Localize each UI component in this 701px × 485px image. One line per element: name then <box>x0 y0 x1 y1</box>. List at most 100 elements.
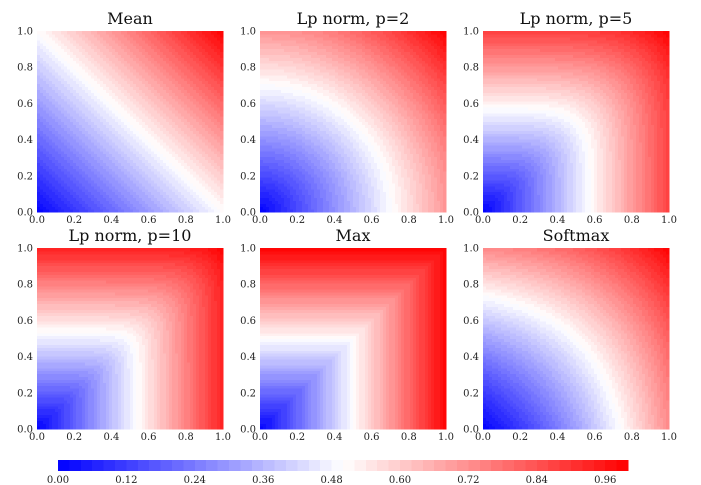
heatmap-cell <box>79 185 83 190</box>
heatmap-cell <box>133 156 137 161</box>
heatmap-cell <box>142 209 146 213</box>
heatmap-cell <box>91 182 95 187</box>
heatmap-cell <box>121 209 125 213</box>
heatmap-cell <box>172 203 176 207</box>
heatmap-cell <box>82 185 86 190</box>
heatmap-cell <box>127 147 131 152</box>
heatmap-cell <box>211 182 215 187</box>
heatmap-cell <box>70 147 74 152</box>
heatmap-cell <box>193 209 197 213</box>
heatmap-cell <box>220 165 224 169</box>
heatmap-cell <box>181 156 185 161</box>
heatmap-cell <box>85 150 89 155</box>
heatmap-cell <box>133 162 137 166</box>
heatmap-cell <box>55 188 59 193</box>
heatmap-cell <box>43 150 47 155</box>
heatmap-cell <box>172 162 176 166</box>
heatmap-cell <box>103 156 107 161</box>
heatmap-cell <box>85 188 89 193</box>
heatmap-cell <box>64 194 68 198</box>
heatmap-cell <box>184 174 188 178</box>
heatmap-cell <box>118 194 122 198</box>
heatmap-cell <box>76 203 80 207</box>
heatmap-cell <box>202 203 206 207</box>
heatmap-cell <box>109 165 113 169</box>
heatmap-cell <box>97 168 101 172</box>
heatmap-cell <box>88 179 92 184</box>
heatmap-cell <box>169 165 173 169</box>
heatmap-cell <box>202 179 206 184</box>
heatmap-cell <box>52 206 56 210</box>
heatmap-cell <box>208 194 212 198</box>
heatmap-cell <box>196 197 200 201</box>
heatmap-cell <box>133 159 137 163</box>
heatmap-cell <box>220 174 224 178</box>
heatmap-cell <box>109 206 113 210</box>
heatmap-cell <box>190 162 194 166</box>
heatmap-cell <box>79 191 83 196</box>
heatmap-cell <box>154 197 158 201</box>
heatmap-cell <box>49 197 53 201</box>
heatmap-cell <box>124 206 128 210</box>
heatmap-cell <box>94 156 98 161</box>
heatmap-cell <box>49 206 53 210</box>
heatmap-cell <box>160 168 164 172</box>
heatmap-cell <box>115 162 119 166</box>
heatmap-cell <box>205 209 209 213</box>
heatmap-cell <box>205 197 209 201</box>
heatmap-cell <box>118 150 122 155</box>
heatmap-cell <box>88 165 92 169</box>
heatmap-cell <box>118 179 122 184</box>
heatmap-cell <box>139 159 143 163</box>
heatmap-cell <box>124 197 128 201</box>
heatmap-cell <box>151 206 155 210</box>
heatmap-cell <box>37 174 41 178</box>
heatmap-cell <box>76 168 80 172</box>
heatmap-cell <box>208 185 212 190</box>
heatmap-cell <box>76 150 80 155</box>
heatmap-cell <box>157 197 161 201</box>
heatmap-cell <box>97 206 101 210</box>
heatmap-cell <box>91 171 95 175</box>
heatmap-cell <box>70 162 74 166</box>
heatmap-cell <box>193 153 197 158</box>
heatmap-cell <box>196 209 200 213</box>
heatmap-cell <box>199 150 203 155</box>
heatmap-cell <box>148 188 152 193</box>
heatmap-cell <box>40 191 44 196</box>
heatmap-cell <box>52 174 56 178</box>
heatmap-cell <box>154 209 158 213</box>
heatmap-cell <box>175 188 179 193</box>
heatmap-cell <box>157 162 161 166</box>
heatmap-cell <box>208 174 212 178</box>
heatmap-cell <box>64 165 68 169</box>
heatmap-cell <box>136 206 140 210</box>
heatmap-cell <box>94 179 98 184</box>
heatmap-cell <box>199 174 203 178</box>
heatmap-cell <box>148 156 152 161</box>
heatmap-cell <box>139 182 143 187</box>
heatmap-cell <box>208 200 212 204</box>
heatmap-cell <box>169 188 173 193</box>
heatmap-cell <box>166 165 170 169</box>
heatmap-cell <box>163 176 167 181</box>
heatmap-cell <box>103 168 107 172</box>
heatmap-cell <box>133 188 137 193</box>
heatmap-cell <box>94 174 98 178</box>
heatmap-cell <box>136 197 140 201</box>
heatmap-cell <box>43 188 47 193</box>
heatmap-cell <box>151 200 155 204</box>
heatmap-cell <box>163 165 167 169</box>
heatmap-cell <box>100 150 104 155</box>
heatmap-cell <box>139 197 143 201</box>
heatmap-cell <box>211 165 215 169</box>
heatmap-cell <box>37 188 41 193</box>
heatmap-cells <box>260 31 447 213</box>
heatmap-cell <box>115 203 119 207</box>
heatmap-cell <box>103 171 107 175</box>
heatmap-cell <box>64 162 68 166</box>
heatmap-cell <box>94 209 98 213</box>
heatmap-cell <box>124 200 128 204</box>
heatmap-cell <box>61 209 65 213</box>
heatmap-cell <box>82 194 86 198</box>
